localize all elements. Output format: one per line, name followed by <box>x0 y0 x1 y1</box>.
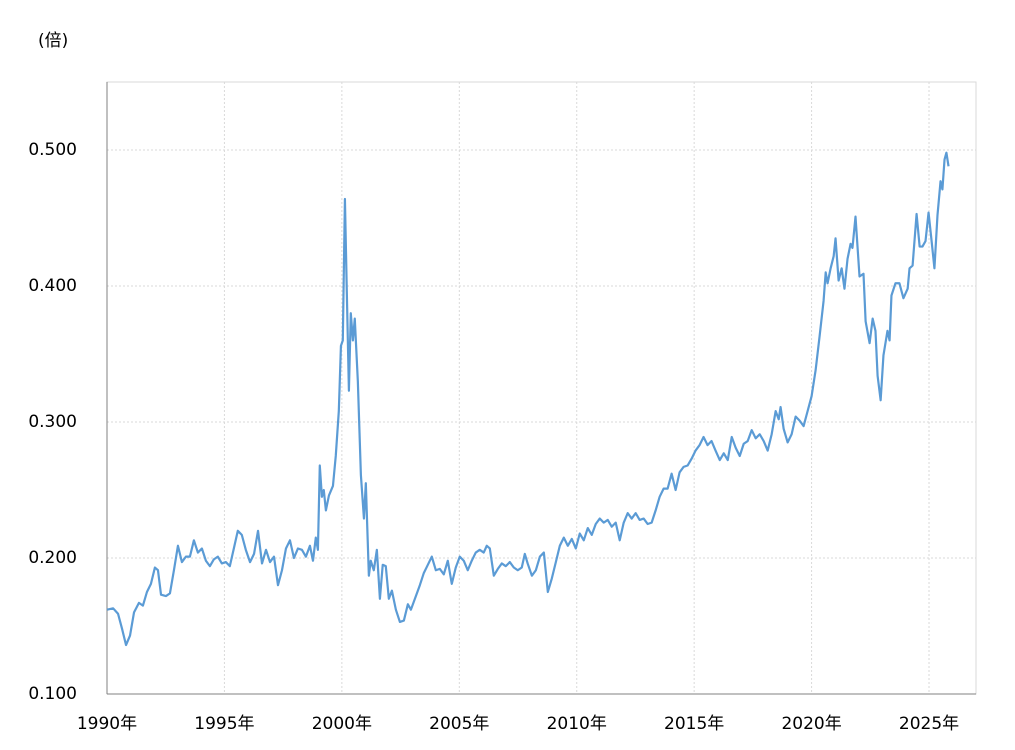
data-line <box>106 151 950 647</box>
x-tick-label: 2010年 <box>547 714 607 734</box>
y-tick-label: 0.300 <box>28 412 77 432</box>
plot-area <box>106 81 977 695</box>
y-tick-label: 0.100 <box>28 684 77 704</box>
x-tick-label: 2025年 <box>899 714 959 734</box>
x-tick-label: 2000年 <box>312 714 372 734</box>
y-tick-label: 0.500 <box>28 140 77 160</box>
x-tick-label: 2015年 <box>664 714 724 734</box>
x-tick-label: 1990年 <box>77 714 137 734</box>
y-tick-label: 0.400 <box>28 276 77 296</box>
y-tick-label: 0.200 <box>28 548 77 568</box>
y-axis-unit: (倍) <box>38 31 68 51</box>
x-tick-label: 2020年 <box>781 714 841 734</box>
x-tick-label: 2005年 <box>429 714 489 734</box>
x-tick-label: 1995年 <box>194 714 254 734</box>
